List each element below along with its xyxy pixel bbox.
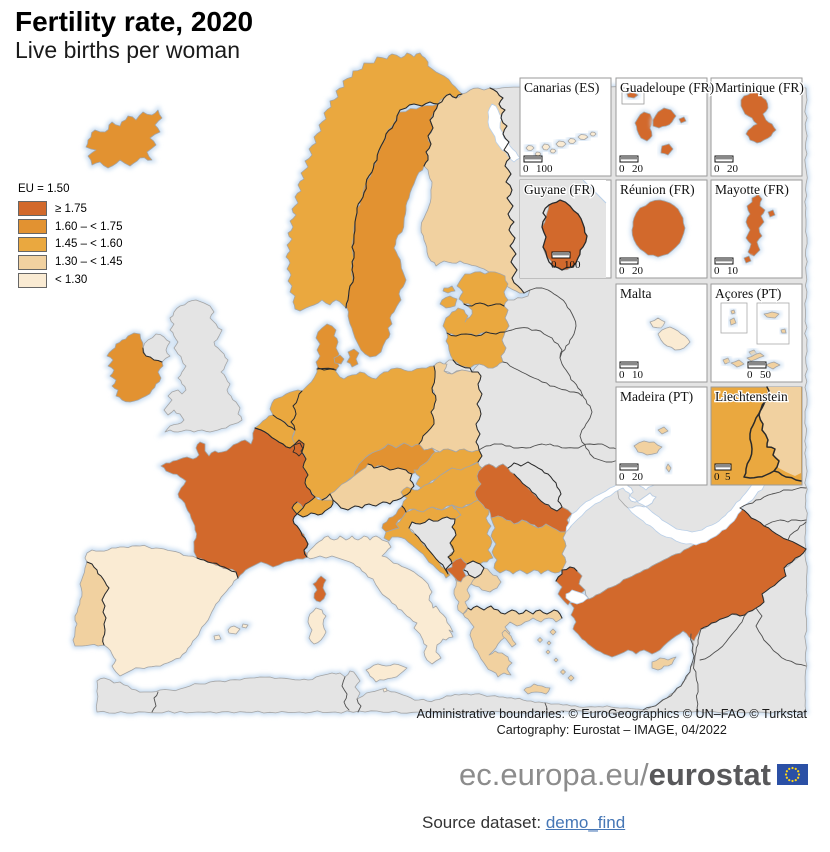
- svg-text:Madeira (PT): Madeira (PT): [620, 389, 693, 404]
- svg-text:Martinique (FR): Martinique (FR): [715, 80, 804, 95]
- svg-text:20: 20: [632, 163, 644, 175]
- svg-text:10: 10: [727, 265, 739, 277]
- svg-text:100: 100: [536, 163, 553, 175]
- svg-text:Açores (PT): Açores (PT): [715, 286, 781, 301]
- svg-text:0: 0: [714, 471, 720, 483]
- svg-text:50: 50: [760, 369, 772, 381]
- svg-text:100: 100: [564, 259, 581, 271]
- svg-text:20: 20: [632, 265, 644, 277]
- svg-text:5: 5: [725, 471, 731, 483]
- svg-text:0: 0: [714, 163, 720, 175]
- svg-text:20: 20: [727, 163, 739, 175]
- svg-text:0: 0: [619, 369, 625, 381]
- svg-text:Liechtenstein: Liechtenstein: [715, 389, 788, 404]
- svg-text:0: 0: [747, 369, 753, 381]
- svg-text:Réunion (FR): Réunion (FR): [620, 182, 695, 197]
- svg-text:Canarias (ES): Canarias (ES): [524, 80, 599, 95]
- svg-text:0: 0: [551, 259, 557, 271]
- svg-text:0: 0: [619, 471, 625, 483]
- svg-text:0: 0: [619, 163, 625, 175]
- svg-text:Guyane (FR): Guyane (FR): [524, 182, 595, 197]
- svg-text:20: 20: [632, 471, 644, 483]
- svg-text:0: 0: [714, 265, 720, 277]
- svg-text:0: 0: [523, 163, 529, 175]
- svg-text:10: 10: [632, 369, 644, 381]
- svg-text:Mayotte (FR): Mayotte (FR): [715, 182, 789, 197]
- svg-text:Malta: Malta: [620, 286, 652, 301]
- svg-text:0: 0: [619, 265, 625, 277]
- svg-text:Guadeloupe (FR): Guadeloupe (FR): [620, 80, 714, 95]
